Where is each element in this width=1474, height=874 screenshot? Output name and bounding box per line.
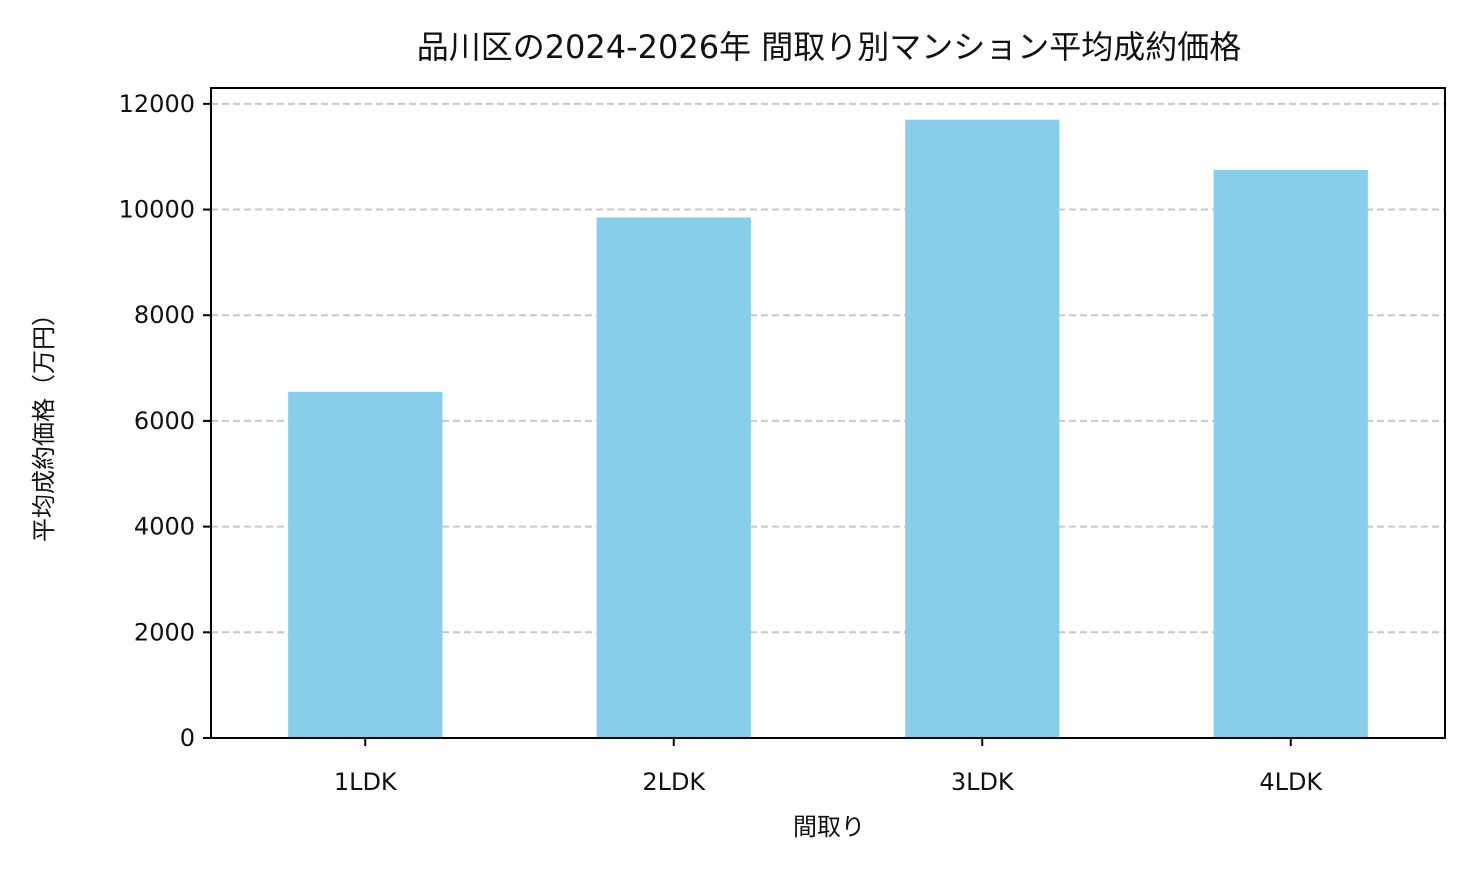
axes	[203, 87, 1446, 746]
y-tick-label: 8000	[134, 301, 195, 329]
x-axis-label: 間取り	[793, 813, 865, 841]
y-tick-label: 10000	[119, 196, 195, 224]
y-tick-label: 12000	[119, 90, 195, 118]
plot-frame	[210, 87, 1446, 739]
bar-2ldk	[596, 217, 751, 738]
x-tick-label: 1LDK	[334, 768, 398, 796]
x-tick-label: 4LDK	[1259, 768, 1323, 796]
tick-labels: 0 2000 4000 6000 8000 10000 12000 1LDK 2LDK 3LDK 4…	[119, 90, 1324, 796]
y-tick-label: 4000	[134, 513, 195, 541]
y-tick-label: 0	[180, 724, 195, 752]
y-tick-label: 6000	[134, 407, 195, 435]
y-tick-label: 2000	[134, 618, 195, 646]
y-axis-label: 平均成約価格（万円）	[30, 302, 58, 542]
x-tick-label: 2LDK	[642, 768, 706, 796]
bar-1ldk	[288, 391, 443, 738]
bar-4ldk	[1213, 169, 1368, 738]
bar-3ldk	[905, 119, 1060, 738]
x-tick-label: 3LDK	[951, 768, 1015, 796]
chart-title: 品川区の2024-2026年 間取り別マンション平均成約価格	[417, 28, 1242, 66]
bars	[288, 119, 1368, 738]
